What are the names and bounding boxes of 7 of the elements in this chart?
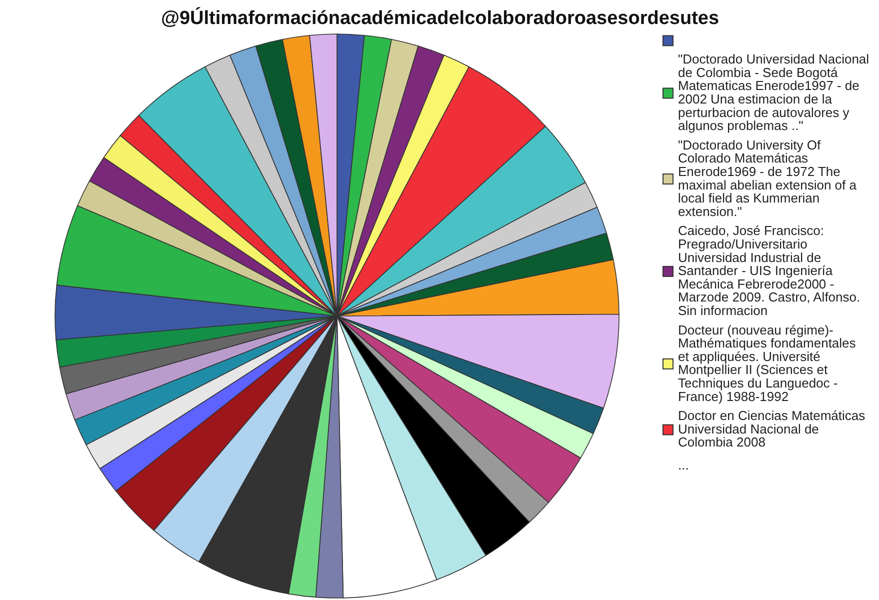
legend-label: Doctor en Ciencias Matemáticas Universidad Nacional de Colombia 2008 [678,408,866,450]
legend-label: "Doctorado Universidad Nacional de Colombia - Sede Bogotá Matematicas Enerode1997 - de 2002 Una estimacion de la perturbacion de autovalores y algunos problemas .." [678,52,870,134]
text: ... [678,458,689,473]
legend-label: Docteur (nouveau régime)- Mathématiques fondamentales et appliquées. Université Montpellier II (Sciences et Techniques du Languedoc - France) 1988-1992 [678,322,856,404]
legend-label: "Doctorado University Of Colorado Matemáticas Enerode1969 - de 1972 The maximal abelian extension of a local field as Kummerian extension." [678,137,858,219]
legend-label: Caicedo, José Francisco: Pregrado/Universitario Universidad Industrial de Santander - UIS Ingeniería Mecánica Febrerode2000 - Marzode 2009. Castro, Alfonso. Sin informacion [678,223,860,318]
chart-title: @9Últimaformaciónacadémicadelcolaboradoroasesordesutes [160,7,720,29]
